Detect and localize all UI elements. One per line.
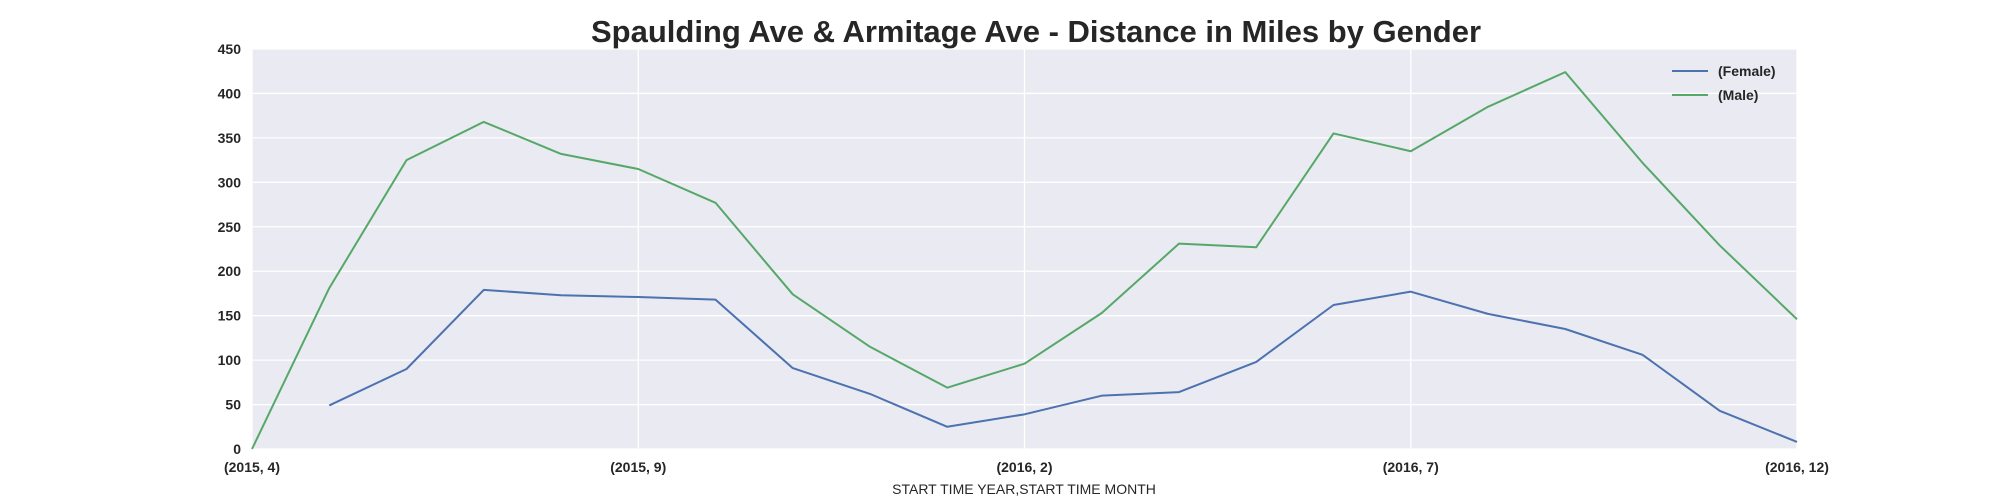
series-line-male <box>251 71 1798 450</box>
data-point <box>791 366 795 370</box>
series-line-female <box>328 288 1798 443</box>
y-tick-label: 250 <box>218 219 242 235</box>
data-point <box>327 403 331 407</box>
data-point <box>1641 161 1645 165</box>
x-tick-label: (2015, 4) <box>224 459 280 475</box>
y-tick-label: 200 <box>218 263 242 279</box>
data-point <box>482 120 486 124</box>
data-point <box>636 295 640 299</box>
chart-title: Spaulding Ave & Armitage Ave - Distance … <box>591 14 1481 49</box>
y-tick-label: 150 <box>218 308 242 324</box>
data-point <box>1177 390 1181 394</box>
legend-label: (Male) <box>1718 87 1758 103</box>
data-point <box>1486 105 1490 109</box>
data-point <box>1332 303 1336 307</box>
data-point <box>1795 440 1799 444</box>
data-point <box>1718 409 1722 413</box>
data-point <box>1177 242 1181 246</box>
data-point <box>1332 131 1336 135</box>
data-point <box>714 201 718 205</box>
legend-label: (Female) <box>1718 63 1776 79</box>
data-point <box>405 367 409 371</box>
data-point <box>945 386 949 390</box>
data-point <box>1409 149 1413 153</box>
y-tick-label: 0 <box>233 441 241 457</box>
data-point <box>791 292 795 296</box>
x-tick-label: (2016, 2) <box>996 459 1052 475</box>
data-point <box>1100 394 1104 398</box>
data-point <box>1409 290 1413 294</box>
data-point <box>868 392 872 396</box>
data-point <box>1254 245 1258 249</box>
y-tick-label: 50 <box>225 397 241 413</box>
data-point <box>559 293 563 297</box>
data-point <box>945 425 949 429</box>
data-point <box>714 298 718 302</box>
data-point <box>1563 70 1567 74</box>
y-tick-label: 100 <box>218 352 242 368</box>
y-tick-label: 400 <box>218 85 242 101</box>
x-tick-label: (2015, 9) <box>610 459 666 475</box>
data-point <box>1795 317 1799 321</box>
plot-area: 0 50 100 150 200 250 300 350 400 450 (2015, 4) (201… <box>218 41 1829 475</box>
data-point <box>482 288 486 292</box>
data-point <box>1486 312 1490 316</box>
x-tick-label: (2016, 12) <box>1765 459 1829 475</box>
data-point <box>1254 360 1258 364</box>
data-point <box>559 152 563 156</box>
y-tick-label: 450 <box>218 41 242 57</box>
data-point <box>1023 362 1027 366</box>
data-point <box>250 447 254 451</box>
y-tick-label: 300 <box>218 174 242 190</box>
data-point <box>1563 327 1567 331</box>
data-point <box>1641 353 1645 357</box>
y-tick-label: 350 <box>218 130 242 146</box>
x-axis-label: START TIME YEAR,START TIME MONTH <box>892 481 1156 497</box>
data-point <box>636 167 640 171</box>
data-point <box>1023 412 1027 416</box>
data-point <box>327 286 331 290</box>
data-point <box>1718 243 1722 247</box>
data-point <box>405 158 409 162</box>
data-point <box>1100 311 1104 315</box>
data-point <box>868 345 872 349</box>
x-tick-label: (2016, 7) <box>1383 459 1439 475</box>
